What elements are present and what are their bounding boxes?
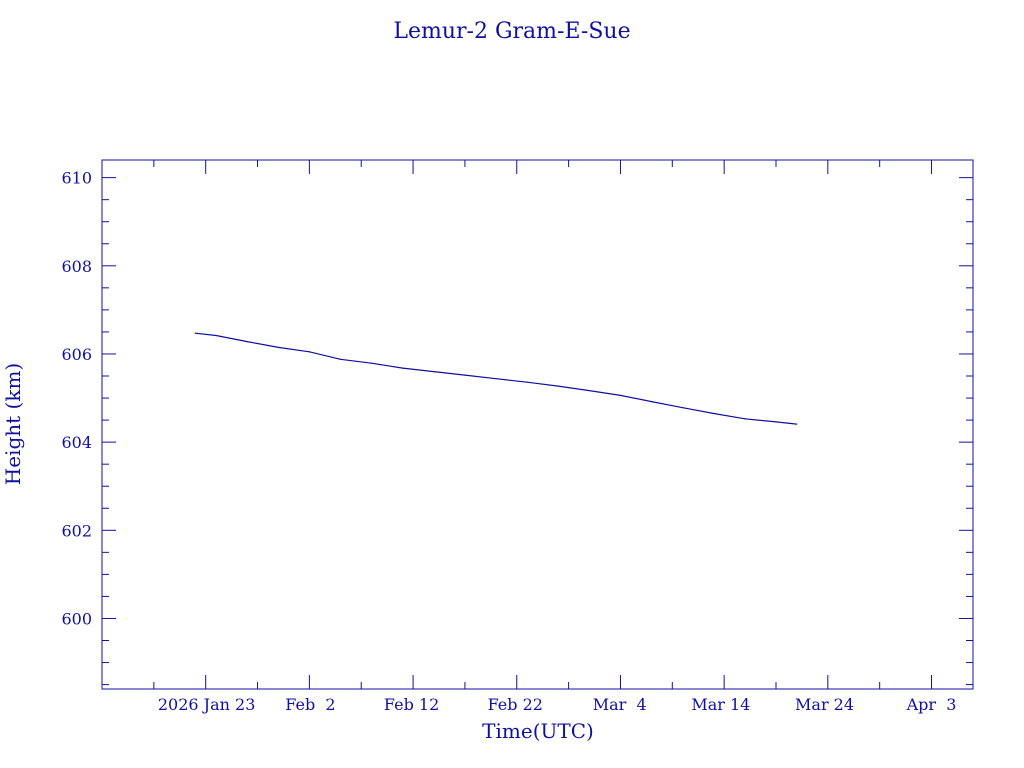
y-axis: 600 602 604 606 608 610 — [61, 169, 973, 686]
data-point — [339, 358, 342, 360]
data-point — [744, 418, 746, 420]
x-tick-label: Mar 24 — [795, 695, 854, 714]
data-point — [308, 351, 310, 353]
x-tick-label: 2026 Jan 23 — [158, 695, 256, 714]
data-point — [464, 374, 466, 376]
data-point — [370, 362, 373, 364]
x-tick-label: Feb 2 — [285, 695, 335, 714]
data-point — [495, 378, 497, 380]
y-axis-title: Height (km) — [1, 363, 25, 485]
y-tick-label: 610 — [61, 169, 92, 188]
data-point — [557, 385, 559, 387]
data-point — [526, 381, 528, 383]
data-point — [682, 407, 684, 409]
x-tick-label: Apr 3 — [906, 695, 957, 714]
x-axis: 2026 Jan 23 Feb 2 Feb 12 Feb 22 Mar 4 Mar 14 M… — [101, 160, 957, 714]
chart-title: Lemur-2 Gram-E-Sue — [393, 19, 630, 44]
x-tick-label: Mar 14 — [691, 695, 750, 714]
y-tick-label: 600 — [61, 609, 92, 628]
data-point — [650, 400, 653, 403]
y-tick-label: 604 — [61, 433, 92, 452]
data-point — [433, 371, 435, 373]
y-tick-label: 606 — [61, 345, 92, 364]
data-point — [246, 341, 248, 343]
x-tick-label: Mar 4 — [593, 695, 647, 714]
data-point — [619, 394, 622, 397]
data-point — [215, 334, 217, 337]
data-point — [402, 367, 404, 369]
series-layer — [194, 332, 798, 425]
data-point — [796, 423, 798, 425]
data-point — [775, 421, 777, 423]
data-point — [713, 412, 715, 415]
data-point — [277, 346, 279, 348]
data-point — [588, 389, 590, 392]
x-tick-label: Feb 12 — [384, 695, 439, 714]
data-point — [194, 332, 196, 334]
plot-frame — [101, 159, 974, 690]
y-tick-label: 602 — [61, 521, 92, 540]
y-tick-label: 608 — [61, 257, 92, 276]
x-axis-title: Time(UTC) — [482, 719, 594, 743]
x-tick-label: Feb 22 — [488, 695, 543, 714]
